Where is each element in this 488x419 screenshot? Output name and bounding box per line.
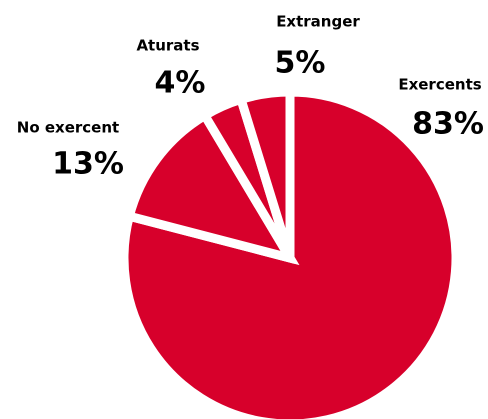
slice-value-label: 4% — [155, 66, 206, 101]
pie-slice — [123, 109, 300, 266]
pie-slice — [119, 87, 461, 419]
slice-value-label: 5% — [275, 46, 326, 81]
slice-value-label: 83% — [412, 107, 484, 142]
pie-slice — [235, 87, 295, 260]
slice-value-label: 13% — [52, 147, 124, 182]
slice-name: No exercent — [17, 119, 119, 137]
slice-name: Extranger — [276, 13, 360, 31]
slice-name: Exercents — [398, 76, 481, 94]
slice-name: Aturats — [136, 37, 199, 55]
